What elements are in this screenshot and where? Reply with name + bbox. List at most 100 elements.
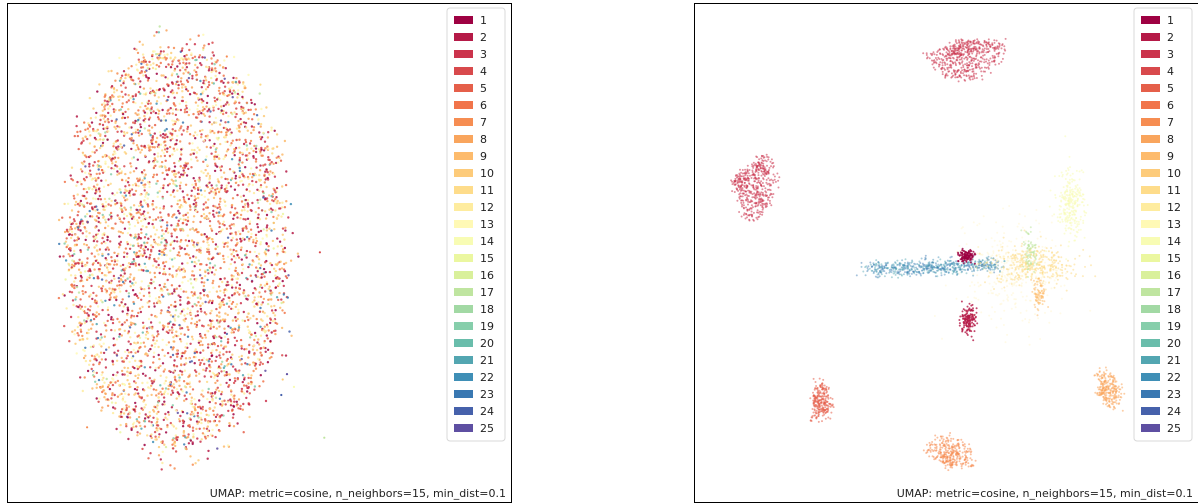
scatter-point xyxy=(282,293,285,296)
scatter-point xyxy=(61,216,64,219)
scatter-point xyxy=(157,301,161,304)
scatter-point xyxy=(85,264,88,267)
scatter-point xyxy=(964,50,967,53)
scatter-point xyxy=(135,48,138,51)
scatter-point xyxy=(205,101,209,105)
scatter-point xyxy=(134,264,138,267)
scatter-point xyxy=(179,312,182,315)
scatter-point xyxy=(131,289,135,292)
scatter-point xyxy=(229,248,232,251)
scatter-point xyxy=(247,73,250,77)
scatter-point xyxy=(165,150,169,153)
scatter-point xyxy=(150,313,153,317)
scatter-point xyxy=(124,122,127,125)
scatter-point xyxy=(128,189,132,193)
scatter-point xyxy=(80,279,83,282)
scatter-point xyxy=(117,384,121,387)
scatter-point xyxy=(164,416,167,419)
scatter-point xyxy=(172,346,175,349)
scatter-point xyxy=(975,55,978,58)
scatter-point xyxy=(163,129,167,132)
scatter-point xyxy=(258,291,261,294)
scatter-point xyxy=(163,148,167,151)
scatter-point xyxy=(73,244,77,247)
scatter-point xyxy=(200,310,203,313)
scatter-point xyxy=(178,69,182,72)
scatter-point xyxy=(221,360,224,363)
scatter-point xyxy=(157,353,160,357)
scatter-point xyxy=(215,355,218,358)
scatter-point xyxy=(198,295,202,298)
scatter-point xyxy=(288,330,291,333)
scatter-point xyxy=(171,315,175,318)
scatter-point xyxy=(173,96,176,99)
scatter-point xyxy=(164,166,167,169)
scatter-point xyxy=(116,139,120,142)
scatter-point xyxy=(238,355,241,359)
scatter-point xyxy=(166,77,169,80)
scatter-point xyxy=(148,216,151,219)
scatter-point xyxy=(954,39,957,42)
scatter-point xyxy=(169,314,173,317)
scatter-point xyxy=(173,165,177,168)
scatter-point xyxy=(760,164,763,167)
scatter-point xyxy=(938,48,941,51)
scatter-point xyxy=(143,111,147,114)
scatter-point xyxy=(198,319,201,322)
scatter-point xyxy=(141,205,144,208)
scatter-point xyxy=(954,76,957,79)
scatter-point xyxy=(205,105,208,108)
scatter-point xyxy=(238,146,241,149)
scatter-point xyxy=(87,269,90,273)
scatter-point xyxy=(217,389,221,393)
scatter-point xyxy=(157,392,160,395)
scatter-point xyxy=(197,196,200,200)
scatter-point xyxy=(165,376,168,379)
scatter-point xyxy=(259,347,263,350)
scatter-point xyxy=(244,198,248,202)
scatter-point xyxy=(154,435,157,438)
scatter-point xyxy=(212,54,215,57)
scatter-point xyxy=(113,91,116,94)
scatter-point xyxy=(118,280,121,283)
scatter-point xyxy=(220,105,223,108)
scatter-point xyxy=(158,190,161,193)
scatter-point xyxy=(86,312,89,315)
scatter-point xyxy=(129,285,132,288)
scatter-point xyxy=(201,56,204,59)
scatter-point xyxy=(161,324,165,327)
scatter-point xyxy=(111,267,115,270)
scatter-point xyxy=(116,349,120,352)
scatter-point xyxy=(137,415,141,419)
scatter-point xyxy=(945,59,948,62)
scatter-point xyxy=(248,392,251,395)
scatter-point xyxy=(123,206,126,209)
scatter-point xyxy=(144,413,147,416)
scatter-point xyxy=(182,129,185,132)
scatter-point xyxy=(156,56,159,59)
scatter-point xyxy=(163,282,166,286)
scatter-point xyxy=(244,166,247,169)
scatter-point xyxy=(181,166,185,170)
scatter-point xyxy=(179,127,182,130)
scatter-point xyxy=(214,103,218,107)
scatter-point xyxy=(167,413,171,416)
scatter-point xyxy=(100,168,104,172)
scatter-point xyxy=(157,345,160,349)
scatter-point xyxy=(96,183,99,186)
scatter-point xyxy=(111,360,115,363)
scatter-point xyxy=(770,178,773,181)
scatter-point xyxy=(171,128,174,131)
scatter-point xyxy=(179,369,182,373)
scatter-point xyxy=(111,363,115,366)
scatter-point xyxy=(196,411,200,415)
scatter-point xyxy=(154,369,157,372)
scatter-point xyxy=(119,274,123,277)
scatter-point xyxy=(250,374,253,377)
legend-swatch xyxy=(454,152,473,160)
scatter-point xyxy=(178,384,181,387)
legend-swatch xyxy=(454,305,473,313)
scatter-point xyxy=(129,188,132,191)
scatter-point xyxy=(260,303,263,306)
scatter-point xyxy=(152,62,155,65)
